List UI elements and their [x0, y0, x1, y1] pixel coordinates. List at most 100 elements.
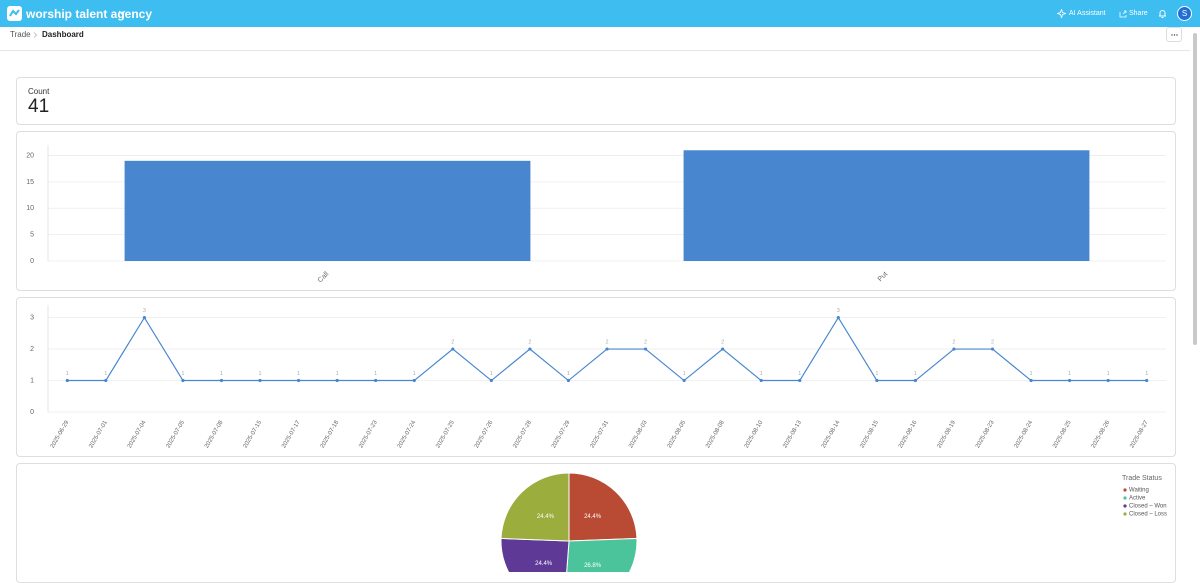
- x-tick-label: 2025-07-29: [551, 419, 572, 449]
- data-label: 1: [490, 371, 493, 377]
- legend-title: Trade Status: [1122, 475, 1162, 482]
- legend-label: Waiting: [1129, 488, 1149, 494]
- data-label: 2: [952, 340, 955, 346]
- data-label: 1: [567, 371, 570, 377]
- x-tick-label: 2025-07-08: [204, 419, 225, 449]
- scrollbar[interactable]: [1193, 33, 1197, 345]
- point: [528, 347, 532, 351]
- x-tick-label: 2025-07-24: [397, 419, 418, 449]
- point: [412, 378, 416, 383]
- data-label: 1: [1068, 371, 1071, 377]
- more-button[interactable]: [1166, 27, 1182, 42]
- y-tick-label: 15: [26, 179, 34, 186]
- data-label: 1: [336, 371, 339, 377]
- data-label: 2: [528, 340, 531, 346]
- legend-swatch: [1123, 504, 1127, 508]
- count-label: Count: [28, 87, 50, 96]
- x-tick-label: 2025-07-23: [358, 419, 379, 449]
- x-tick-label: 2025-07-31: [590, 419, 611, 449]
- x-tick-label: 2025-08-26: [1091, 419, 1112, 449]
- point: [682, 378, 686, 383]
- x-tick-label: 2025-08-05: [667, 419, 688, 449]
- point: [721, 347, 725, 351]
- point: [1029, 378, 1033, 383]
- data-label: 1: [374, 371, 377, 377]
- point: [836, 315, 840, 320]
- ai-assistant[interactable]: AI Assistant: [1069, 10, 1106, 17]
- x-tick-label: 2025-08-23: [975, 419, 996, 449]
- y-tick-label: 0: [30, 258, 34, 265]
- point: [643, 347, 648, 351]
- point: [566, 378, 571, 383]
- data-label: 1: [66, 371, 69, 377]
- x-tick-label: 2025-07-25: [435, 419, 456, 449]
- breadcrumb-item[interactable]: Trade: [10, 30, 31, 39]
- x-tick-label: 2025-08-03: [628, 419, 649, 449]
- slice-label: 24.4%: [535, 561, 553, 567]
- breadcrumb-separator: [33, 32, 37, 38]
- x-tick-label: 2025-08-08: [705, 419, 726, 449]
- data-label: 1: [1107, 371, 1110, 377]
- legend-swatch: [1123, 512, 1127, 516]
- count-value: 41: [28, 96, 50, 117]
- y-tick-label: 3: [30, 314, 34, 321]
- x-tick-label: 2025-08-13: [782, 419, 803, 449]
- point: [296, 378, 301, 383]
- breadcrumb-current: Dashboard: [42, 30, 84, 39]
- x-tick-label: 2025-08-14: [821, 419, 842, 449]
- y-tick-label: 20: [26, 152, 34, 159]
- y-tick-label: 5: [30, 231, 34, 238]
- data-label: 1: [914, 371, 917, 377]
- bar: [124, 160, 531, 261]
- pie-slice: [568, 472, 638, 542]
- data-label: 1: [297, 371, 300, 377]
- sparkle-icon: [1057, 9, 1066, 18]
- point: [451, 347, 455, 351]
- avatar[interactable]: S: [1177, 6, 1192, 21]
- data-label: 1: [1145, 371, 1148, 377]
- data-label: 1: [413, 371, 416, 377]
- count-card: Count 41: [16, 77, 1176, 125]
- logo[interactable]: [7, 6, 22, 21]
- pie-slice: [500, 472, 570, 542]
- x-tick-label: 2025-08-10: [744, 419, 765, 449]
- data-label: 2: [644, 340, 647, 346]
- chevron[interactable]: [118, 10, 126, 16]
- x-tick-label: 2025-07-01: [88, 419, 109, 449]
- data-label: 1: [760, 371, 763, 377]
- line-card: [16, 297, 1176, 457]
- x-tick-label: Put: [877, 271, 889, 283]
- x-tick-label: 2025-06-29: [50, 419, 71, 449]
- data-label: 1: [1030, 371, 1033, 377]
- x-tick-label: 2025-08-24: [1014, 419, 1035, 449]
- data-label: 1: [181, 371, 184, 377]
- bar: [683, 150, 1090, 261]
- point: [875, 378, 879, 383]
- data-label: 2: [605, 340, 608, 346]
- legend-label: Closed – Won: [1129, 504, 1167, 510]
- data-label: 1: [875, 371, 878, 377]
- y-tick-label: 2: [30, 346, 34, 353]
- data-label: 1: [259, 371, 262, 377]
- point: [1068, 378, 1072, 383]
- point: [219, 378, 224, 383]
- legend-swatch: [1123, 496, 1127, 500]
- x-tick-label: 2025-07-28: [512, 419, 533, 449]
- x-tick-label: 2025-08-27: [1129, 419, 1150, 449]
- pie-slice: [500, 537, 570, 572]
- data-label: 1: [683, 371, 686, 377]
- point: [335, 378, 339, 383]
- top-bar: worship talent agency AI Assistant Share…: [0, 0, 1200, 27]
- data-label: 1: [220, 371, 223, 377]
- breadcrumb-bar: Trade Dashboard: [0, 27, 1190, 51]
- x-tick-label: 2025-07-26: [474, 419, 495, 449]
- legend-swatch: [1123, 488, 1127, 492]
- legend-label: Closed – Loss: [1129, 512, 1167, 518]
- share[interactable]: Share: [1129, 10, 1148, 17]
- x-tick-label: 2025-08-15: [859, 419, 880, 449]
- workspace-name[interactable]: worship talent agency: [26, 7, 153, 21]
- data-label: 2: [721, 340, 724, 346]
- data-label: 3: [143, 308, 146, 314]
- bell-icon[interactable]: [1158, 9, 1167, 19]
- slice-label: 26.8%: [584, 563, 602, 569]
